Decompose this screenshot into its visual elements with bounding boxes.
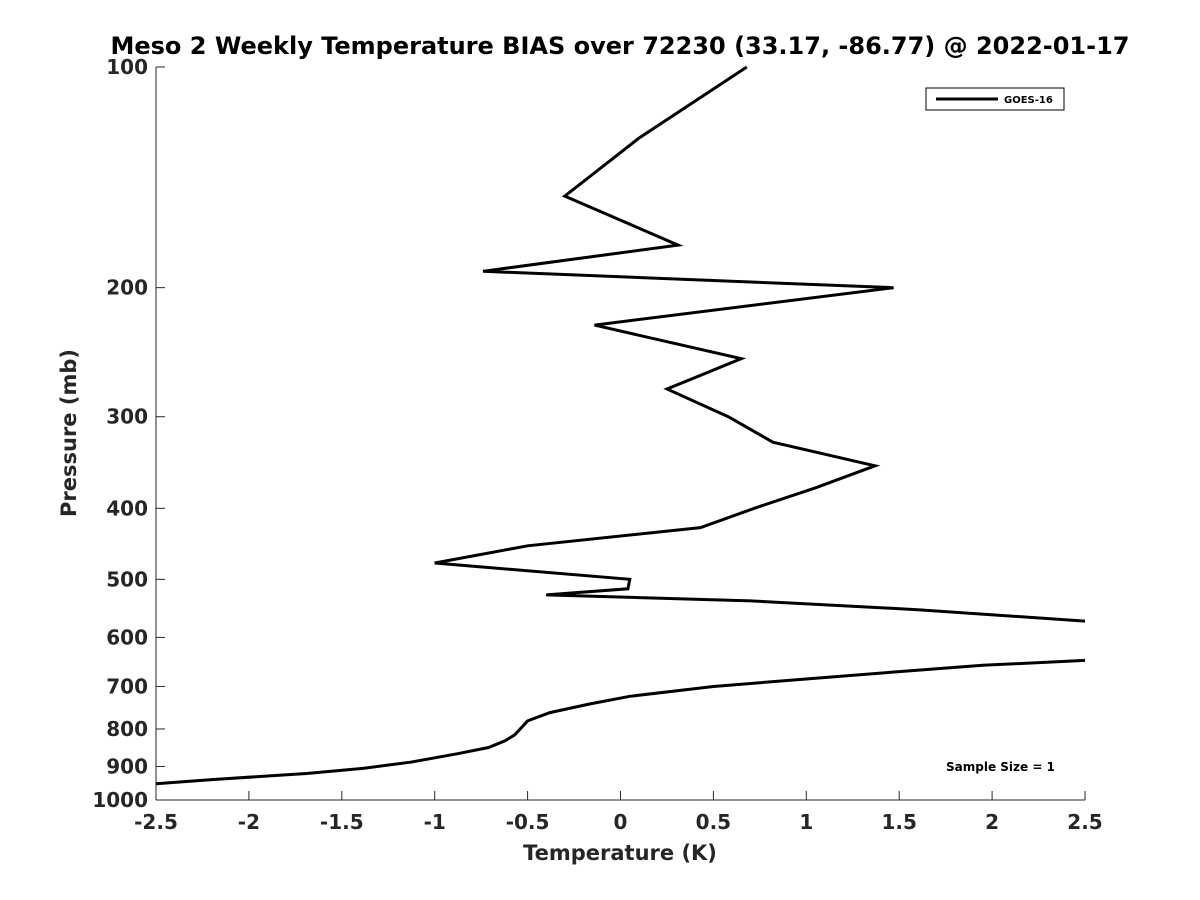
series-line-goes-16 [155, 658, 1086, 786]
y-axis-label: Pressure (mb) [57, 349, 81, 517]
x-tick-label: 2 [985, 810, 999, 834]
y-tick-label: 600 [106, 625, 148, 649]
y-ticks: 100 200 300 400 500 600 700 800 900 1000 [92, 55, 165, 812]
series-group [155, 65, 1086, 786]
series-line-goes-16 [434, 65, 1086, 623]
y-tick-label: 300 [106, 405, 148, 429]
x-tick-label: 1.5 [881, 810, 916, 834]
x-tick-label: -2.5 [134, 810, 178, 834]
x-tick-label: 0.5 [696, 810, 731, 834]
chart-title: Meso 2 Weekly Temperature BIAS over 7223… [110, 32, 1129, 60]
y-tick-label: 700 [106, 674, 148, 698]
x-tick-label: 2.5 [1067, 810, 1102, 834]
y-tick-label: 1000 [92, 788, 148, 812]
y-tick-label: 900 [106, 754, 148, 778]
y-tick-label: 500 [106, 567, 148, 591]
y-tick-label: 100 [106, 55, 148, 79]
y-tick-label: 200 [106, 276, 148, 300]
x-tick-label: -1.5 [320, 810, 364, 834]
plot-background [156, 67, 1085, 800]
sample-size-annotation: Sample Size = 1 [946, 760, 1055, 774]
x-ticks: -2.5 -2 -1.5 -1 -0.5 0 0.5 1 1.5 2 2.5 [134, 791, 1103, 834]
x-tick-label: -2 [238, 810, 260, 834]
x-axis-label: Temperature (K) [523, 841, 717, 865]
x-tick-label: 1 [799, 810, 813, 834]
y-tick-label: 400 [106, 496, 148, 520]
x-tick-label: -1 [424, 810, 446, 834]
y-tick-label: 800 [106, 717, 148, 741]
x-tick-label: -0.5 [506, 810, 550, 834]
legend-label: GOES-16 [1004, 95, 1053, 106]
x-tick-label: 0 [614, 810, 628, 834]
plot-area [155, 67, 1085, 801]
legend: GOES-16 [925, 87, 1065, 111]
